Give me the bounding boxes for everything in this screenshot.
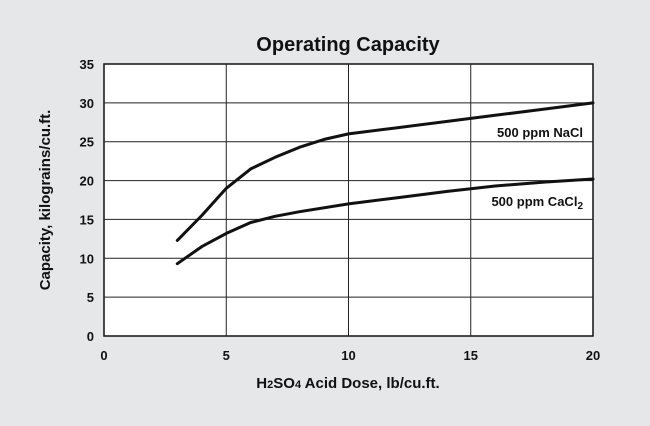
x-tick-label: 10 — [341, 348, 355, 363]
y-tick-label: 35 — [80, 57, 94, 72]
y-tick-label: 25 — [80, 135, 94, 150]
y-axis-label: Capacity, kilograins/cu.ft. — [37, 110, 54, 291]
series-line-2 — [175, 177, 595, 266]
x-tick-labels: 0 5 10 15 20 — [100, 348, 600, 363]
chart-title: Operating Capacity — [256, 34, 440, 56]
y-tick-label: 5 — [87, 290, 94, 305]
series-lines — [175, 101, 595, 266]
grid-lines — [104, 64, 593, 336]
y-tick-label: 10 — [80, 251, 94, 266]
x-tick-label: 5 — [223, 348, 230, 363]
series-labels: 500 ppm NaCl 500 ppm CaCl2 — [491, 125, 583, 212]
series-label-2: 500 ppm CaCl2 — [491, 194, 583, 212]
y-tick-labels: 0 5 10 15 20 25 30 35 — [80, 57, 94, 344]
series-line-1 — [175, 101, 595, 242]
y-tick-label: 20 — [80, 174, 94, 189]
y-tick-label: 30 — [80, 96, 94, 111]
x-tick-label: 20 — [586, 348, 600, 363]
series-label-1: 500 ppm NaCl — [497, 125, 583, 140]
y-tick-label: 0 — [87, 329, 94, 344]
x-tick-label: 0 — [100, 348, 107, 363]
y-tick-label: 15 — [80, 212, 94, 227]
x-axis-label: H2SO4 Acid Dose, lb/cu.ft. — [256, 375, 439, 392]
x-tick-label: 15 — [464, 348, 478, 363]
